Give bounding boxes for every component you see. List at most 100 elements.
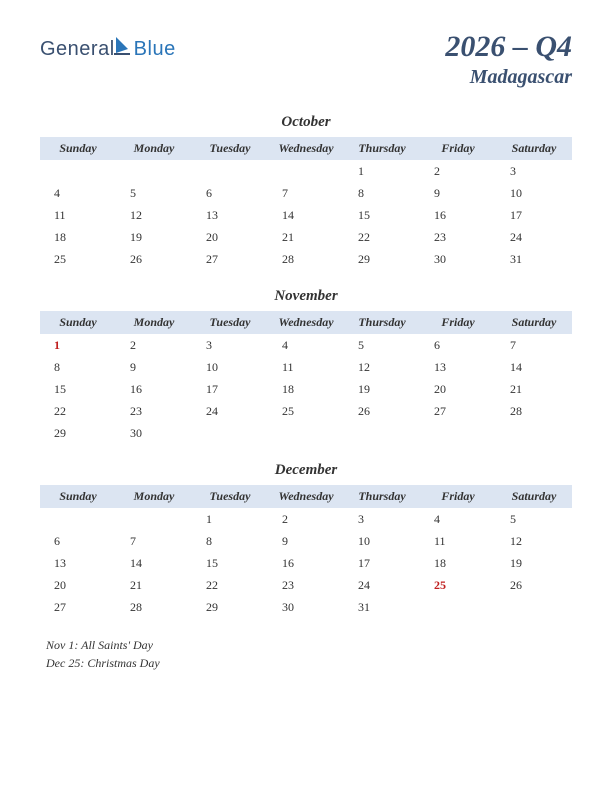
day-cell: 8 <box>40 356 116 378</box>
day-cell: 29 <box>40 422 116 444</box>
month-block: OctoberSundayMondayTuesdayWednesdayThurs… <box>40 114 572 270</box>
day-cell: 18 <box>420 552 496 574</box>
day-cell: 3 <box>192 334 268 356</box>
day-cell: 16 <box>420 204 496 226</box>
day-header: Friday <box>420 311 496 334</box>
day-cell: 21 <box>116 574 192 596</box>
day-cell <box>496 596 572 618</box>
day-cell: 15 <box>344 204 420 226</box>
day-cell: 2 <box>420 160 496 182</box>
day-cell: 20 <box>192 226 268 248</box>
day-header: Sunday <box>40 137 116 160</box>
day-header: Thursday <box>344 137 420 160</box>
day-cell: 31 <box>496 248 572 270</box>
day-cell: 20 <box>420 378 496 400</box>
day-cell: 25 <box>40 248 116 270</box>
day-cell: 12 <box>116 204 192 226</box>
day-cell: 7 <box>496 334 572 356</box>
day-cell: 12 <box>344 356 420 378</box>
day-cell: 28 <box>268 248 344 270</box>
day-cell: 9 <box>420 182 496 204</box>
day-cell: 19 <box>116 226 192 248</box>
day-cell: 25 <box>420 574 496 596</box>
months-container: OctoberSundayMondayTuesdayWednesdayThurs… <box>40 114 572 618</box>
day-cell: 4 <box>40 182 116 204</box>
day-cell: 13 <box>192 204 268 226</box>
day-cell: 2 <box>116 334 192 356</box>
day-cell: 3 <box>344 508 420 530</box>
day-cell: 28 <box>496 400 572 422</box>
day-header: Saturday <box>496 485 572 508</box>
day-cell: 7 <box>116 530 192 552</box>
day-header: Sunday <box>40 311 116 334</box>
day-cell: 27 <box>40 596 116 618</box>
day-cell: 14 <box>496 356 572 378</box>
day-header: Wednesday <box>268 485 344 508</box>
day-header: Thursday <box>344 485 420 508</box>
day-cell <box>268 160 344 182</box>
day-cell: 11 <box>420 530 496 552</box>
calendar-grid: SundayMondayTuesdayWednesdayThursdayFrid… <box>40 485 572 618</box>
logo: General Blue <box>40 38 176 61</box>
day-cell: 22 <box>344 226 420 248</box>
day-header: Wednesday <box>268 311 344 334</box>
day-cell: 14 <box>268 204 344 226</box>
quarter-title: 2026 – Q4 <box>445 30 572 64</box>
day-header: Tuesday <box>192 137 268 160</box>
day-cell: 22 <box>40 400 116 422</box>
day-header: Saturday <box>496 311 572 334</box>
day-cell: 6 <box>420 334 496 356</box>
day-cell: 4 <box>420 508 496 530</box>
day-header: Friday <box>420 485 496 508</box>
day-cell: 20 <box>40 574 116 596</box>
day-cell: 30 <box>116 422 192 444</box>
day-cell: 27 <box>420 400 496 422</box>
day-header: Monday <box>116 137 192 160</box>
day-cell <box>268 422 344 444</box>
day-cell: 23 <box>268 574 344 596</box>
holiday-entry: Nov 1: All Saints' Day <box>46 636 572 654</box>
day-cell: 19 <box>344 378 420 400</box>
day-cell: 21 <box>268 226 344 248</box>
day-cell <box>420 422 496 444</box>
day-cell <box>40 508 116 530</box>
day-cell: 22 <box>192 574 268 596</box>
day-cell: 1 <box>192 508 268 530</box>
day-cell: 29 <box>344 248 420 270</box>
day-cell: 3 <box>496 160 572 182</box>
logo-text-blue: Blue <box>134 38 176 61</box>
day-cell <box>40 160 116 182</box>
day-cell: 6 <box>192 182 268 204</box>
day-cell: 25 <box>268 400 344 422</box>
day-cell: 27 <box>192 248 268 270</box>
day-cell <box>420 596 496 618</box>
day-cell: 12 <box>496 530 572 552</box>
day-cell: 26 <box>344 400 420 422</box>
day-cell: 8 <box>192 530 268 552</box>
day-cell: 13 <box>420 356 496 378</box>
calendar-grid: SundayMondayTuesdayWednesdayThursdayFrid… <box>40 137 572 270</box>
day-header: Thursday <box>344 311 420 334</box>
day-cell: 23 <box>116 400 192 422</box>
day-cell: 10 <box>344 530 420 552</box>
day-cell: 16 <box>268 552 344 574</box>
day-cell: 6 <box>40 530 116 552</box>
day-cell <box>496 422 572 444</box>
holiday-entry: Dec 25: Christmas Day <box>46 654 572 672</box>
month-block: DecemberSundayMondayTuesdayWednesdayThur… <box>40 462 572 618</box>
day-header: Wednesday <box>268 137 344 160</box>
logo-sail-icon <box>114 35 132 60</box>
day-header: Monday <box>116 485 192 508</box>
day-cell: 17 <box>496 204 572 226</box>
day-header: Monday <box>116 311 192 334</box>
day-cell: 5 <box>496 508 572 530</box>
day-cell: 11 <box>40 204 116 226</box>
day-cell <box>192 422 268 444</box>
day-header: Friday <box>420 137 496 160</box>
day-cell: 13 <box>40 552 116 574</box>
day-cell <box>116 160 192 182</box>
day-header: Tuesday <box>192 311 268 334</box>
country-title: Madagascar <box>445 66 572 89</box>
day-cell: 17 <box>192 378 268 400</box>
day-cell: 4 <box>268 334 344 356</box>
